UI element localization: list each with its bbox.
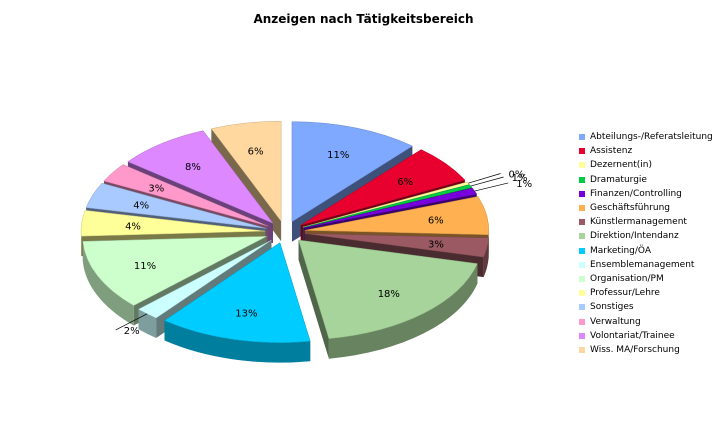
data-label-16: 6% <box>248 147 264 158</box>
legend-item: Assistenz <box>579 144 713 158</box>
data-label-1: 11% <box>327 150 349 161</box>
leader-line-3 <box>468 173 501 184</box>
legend-swatch <box>579 261 585 268</box>
legend-item: Geschäftsführung <box>579 201 713 215</box>
legend-label: Wiss. MA/Forschung <box>590 344 680 355</box>
legend-swatch <box>579 176 585 183</box>
legend-label: Marketing/ÖA <box>590 245 651 256</box>
legend-item: Dezernent(in) <box>579 158 713 172</box>
legend-swatch <box>579 134 585 141</box>
legend-swatch <box>579 275 585 282</box>
legend-label: Dramaturgie <box>590 174 647 185</box>
legend-label: Organisation/PM <box>590 273 664 284</box>
legend-item: Wiss. MA/Forschung <box>579 343 713 357</box>
chart-title: Anzeigen nach Tätigkeitsbereich <box>253 12 474 26</box>
legend-swatch <box>579 190 585 197</box>
legend-label: Geschäftsführung <box>590 203 670 214</box>
legend-swatch <box>579 346 585 353</box>
data-label-4: 1% <box>512 173 528 184</box>
legend-label: Abteilungs-/Referatsleitung <box>590 132 713 143</box>
legend-item: Organisation/PM <box>579 272 713 286</box>
legend-label: Verwaltung <box>590 316 641 327</box>
legend-swatch <box>579 233 585 240</box>
legend-swatch <box>579 205 585 212</box>
data-label-9: 13% <box>235 308 257 319</box>
legend-label: Professur/Lehre <box>590 288 660 299</box>
chart-legend: Abteilungs-/Referatsleitung Assistenz Deze… <box>579 130 713 357</box>
legend-item: Marketing/ÖA <box>579 244 713 258</box>
data-label-5: 1% <box>516 179 532 190</box>
leader-line-5 <box>474 182 509 192</box>
legend-label: Sonstiges <box>590 302 634 313</box>
legend-swatch <box>579 318 585 325</box>
data-label-7: 3% <box>428 240 444 251</box>
legend-item: Volontariat/Trainee <box>579 329 713 343</box>
legend-label: Ensemblemanagement <box>590 259 695 270</box>
pie-slice-9 <box>164 242 311 363</box>
legend-swatch <box>579 148 585 155</box>
legend-label: Direktion/Intendanz <box>590 231 679 242</box>
data-label-8: 18% <box>378 289 400 300</box>
legend-item: Sonstiges <box>579 300 713 314</box>
legend-label: Finanzen/Controlling <box>590 188 682 199</box>
legend-label: Volontariat/Trainee <box>590 330 675 341</box>
pie-slice-8 <box>298 239 478 359</box>
data-label-2: 6% <box>397 177 413 188</box>
data-label-12: 4% <box>125 221 141 232</box>
legend-item: Dramaturgie <box>579 173 713 187</box>
leader-line-10 <box>115 313 148 331</box>
data-label-10: 2% <box>124 326 140 337</box>
legend-label: Assistenz <box>590 146 633 157</box>
legend-swatch <box>579 332 585 339</box>
legend-swatch <box>579 162 585 169</box>
legend-label: Dezernent(in) <box>590 160 652 171</box>
legend-item: Professur/Lehre <box>579 286 713 300</box>
legend-swatch <box>579 290 585 297</box>
legend-item: Finanzen/Controlling <box>579 187 713 201</box>
legend-swatch <box>579 219 585 226</box>
legend-item: Abteilungs-/Referatsleitung <box>579 130 713 144</box>
legend-item: Direktion/Intendanz <box>579 229 713 243</box>
legend-item: Verwaltung <box>579 314 713 328</box>
legend-swatch <box>579 304 585 311</box>
data-label-11: 11% <box>134 261 156 272</box>
data-label-13: 4% <box>133 200 149 211</box>
legend-swatch <box>579 247 585 254</box>
data-label-6: 6% <box>428 216 444 227</box>
leader-line-4 <box>470 176 504 187</box>
legend-item: Künstlermanagement <box>579 215 713 229</box>
data-label-3: 0% <box>509 169 525 180</box>
data-label-15: 8% <box>185 162 201 173</box>
legend-item: Ensemblemanagement <box>579 258 713 272</box>
data-label-14: 3% <box>148 184 164 195</box>
legend-label: Künstlermanagement <box>590 217 687 228</box>
